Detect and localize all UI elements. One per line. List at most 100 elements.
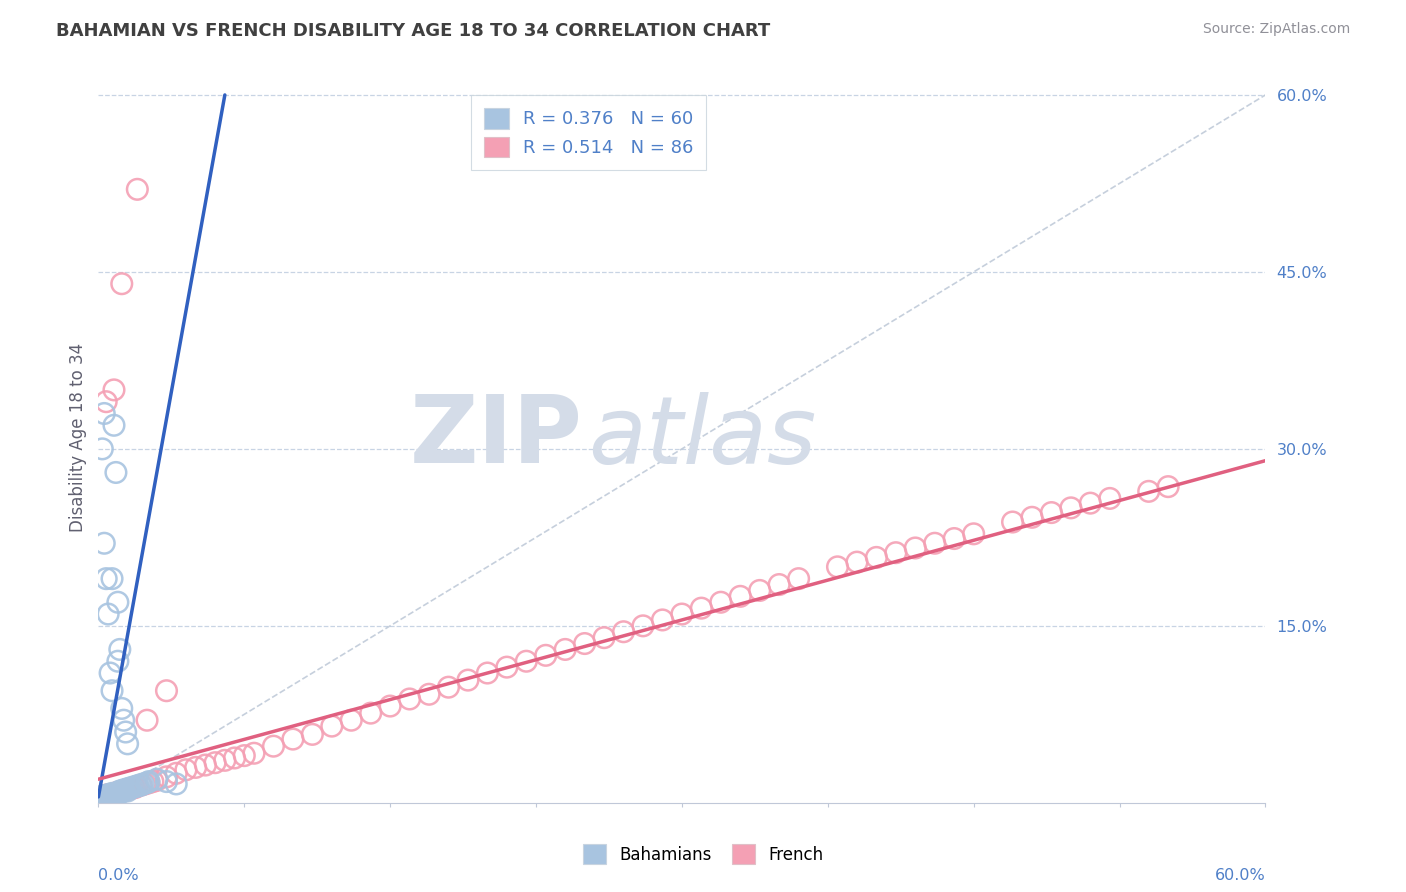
Point [114,782,136,797]
Point [321,719,343,733]
Point [138,774,160,789]
Point [146,773,169,788]
Point [651,613,673,627]
Point [98,789,121,803]
Point [103,418,125,433]
Point [96,572,118,586]
Point [301,727,323,741]
Point [748,583,770,598]
Point [437,680,460,694]
Point [97,789,120,803]
Point [155,774,177,789]
Point [534,648,557,663]
Point [165,777,187,791]
Y-axis label: Disability Age 18 to 34: Disability Age 18 to 34 [69,343,87,532]
Point [112,782,135,797]
Point [91,791,114,805]
Point [121,781,143,796]
Point [360,706,382,720]
Point [132,777,155,791]
Point [111,701,134,715]
Point [138,776,160,790]
Point [124,779,146,793]
Point [104,788,127,802]
Point [136,776,159,790]
Point [1157,480,1180,494]
Text: Source: ZipAtlas.com: Source: ZipAtlas.com [1202,22,1350,37]
Point [127,779,149,793]
Point [142,774,165,789]
Point [107,788,129,802]
Point [122,780,145,795]
Point [477,666,499,681]
Point [224,751,246,765]
Point [233,748,256,763]
Point [112,784,135,798]
Point [104,786,127,800]
Point [174,763,197,777]
Point [96,789,118,804]
Point [107,785,129,799]
Point [710,595,733,609]
Point [129,778,152,792]
Point [104,466,127,480]
Point [1040,506,1063,520]
Point [827,559,849,574]
Point [93,789,115,804]
Text: 60.0%: 60.0% [1215,868,1265,883]
Text: ZIP: ZIP [409,391,582,483]
Point [114,725,136,739]
Point [129,778,152,792]
Point [204,756,226,770]
Point [554,642,576,657]
Point [117,782,139,797]
Legend: R = 0.376   N = 60, R = 0.514   N = 86: R = 0.376 N = 60, R = 0.514 N = 86 [471,95,706,170]
Point [103,789,125,803]
Text: 0.0%: 0.0% [98,868,139,883]
Point [340,713,363,727]
Point [457,673,479,687]
Point [101,572,124,586]
Point [112,713,135,727]
Point [515,654,537,668]
Point [127,182,149,196]
Point [107,595,129,609]
Point [127,779,149,793]
Point [243,746,266,760]
Point [118,781,141,796]
Point [165,766,187,780]
Point [1080,496,1102,510]
Point [103,383,125,397]
Point [111,785,134,799]
Point [121,780,143,795]
Point [98,666,121,681]
Point [98,789,121,803]
Point [107,785,129,799]
Point [107,654,129,668]
Point [93,789,115,803]
Point [101,789,124,803]
Point [93,789,115,803]
Point [98,788,121,802]
Point [1137,484,1160,499]
Text: BAHAMIAN VS FRENCH DISABILITY AGE 18 TO 34 CORRELATION CHART: BAHAMIAN VS FRENCH DISABILITY AGE 18 TO … [56,22,770,40]
Point [101,786,124,800]
Point [155,770,177,784]
Point [103,788,125,802]
Point [104,786,127,800]
Point [496,660,519,674]
Point [96,394,118,409]
Point [690,601,713,615]
Point [128,778,150,792]
Point [91,789,114,804]
Point [846,555,869,569]
Point [943,532,966,546]
Point [108,642,131,657]
Point [97,607,120,621]
Point [136,713,159,727]
Point [96,789,118,804]
Point [108,785,131,799]
Point [134,777,156,791]
Point [593,631,616,645]
Point [91,442,114,456]
